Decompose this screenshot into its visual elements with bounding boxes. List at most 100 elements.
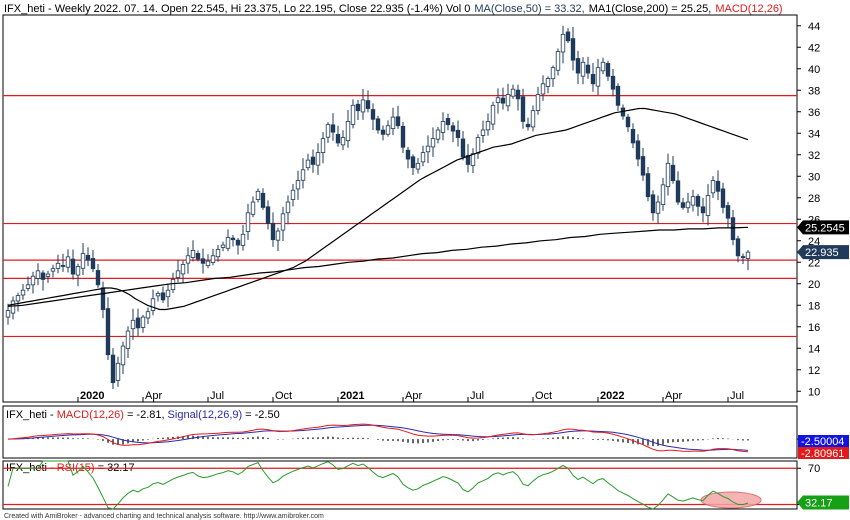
footer-credit: Created with AmiBroker - advanced charti… bbox=[4, 513, 324, 520]
macd-badges: -2.50004-2.80961 bbox=[798, 435, 849, 460]
candle-body bbox=[200, 258, 206, 264]
candle-body bbox=[645, 173, 651, 198]
candle-body bbox=[55, 262, 61, 269]
candle-body bbox=[340, 137, 346, 146]
candle-body bbox=[375, 118, 381, 131]
candle-body bbox=[185, 255, 191, 264]
candle-body bbox=[285, 201, 291, 214]
signal-badge bbox=[798, 435, 849, 447]
candle-body bbox=[535, 94, 541, 111]
candle-body bbox=[400, 125, 406, 148]
candle-body bbox=[425, 145, 431, 153]
candle-body bbox=[345, 121, 351, 142]
candle-body bbox=[435, 129, 441, 140]
macd-header-signal-value: = -2.50 bbox=[245, 409, 280, 421]
candle-body bbox=[695, 195, 701, 207]
macd-histogram bbox=[12, 435, 749, 447]
x-tick-label: Jul bbox=[470, 390, 484, 402]
x-axis: 2020 Apr Jul Oct 2021 Apr Jul Oct 2022 Apr Jul bbox=[77, 390, 744, 402]
candle-body bbox=[670, 164, 676, 181]
candle-body bbox=[740, 256, 746, 258]
candle-body bbox=[360, 99, 366, 113]
candle-body bbox=[460, 138, 466, 158]
candle-body bbox=[305, 159, 311, 169]
macd-header-macd: MACD(12,26) bbox=[57, 409, 124, 421]
candle-body bbox=[240, 233, 246, 246]
candle-body bbox=[385, 125, 391, 135]
price-y-tick-label: 12 bbox=[808, 365, 820, 377]
candle-body bbox=[560, 33, 566, 53]
candle-body bbox=[155, 293, 161, 297]
candle-body bbox=[590, 73, 596, 85]
candle-body bbox=[510, 88, 516, 97]
price-y-tick-label: 22 bbox=[808, 257, 820, 269]
candle-body bbox=[115, 362, 121, 381]
candle-body bbox=[205, 260, 211, 267]
candle-body bbox=[705, 195, 711, 216]
ma200-line bbox=[7, 226, 749, 307]
candle-body bbox=[95, 270, 101, 286]
candle-body bbox=[405, 149, 411, 160]
candle-body bbox=[715, 180, 721, 192]
x-tick-label: Jul bbox=[210, 390, 224, 402]
candle-body bbox=[655, 201, 661, 214]
price-y-tick-label: 30 bbox=[808, 171, 820, 183]
candle-body bbox=[585, 64, 591, 74]
candle-body bbox=[35, 270, 41, 279]
x-tick-label: Apr bbox=[665, 390, 682, 402]
candle-body bbox=[660, 184, 666, 205]
candle-body bbox=[255, 190, 261, 200]
price-y-tick-label: 32 bbox=[808, 150, 820, 162]
candle-body bbox=[65, 256, 71, 268]
candle-body bbox=[50, 268, 56, 272]
x-tick-label: 2021 bbox=[340, 390, 364, 402]
candle-body bbox=[570, 38, 576, 61]
candle-body bbox=[25, 284, 31, 289]
candle-body bbox=[180, 263, 186, 275]
ma200-badge bbox=[797, 220, 849, 235]
candle-body bbox=[615, 85, 621, 106]
candle-body bbox=[335, 134, 341, 144]
candle-body bbox=[220, 244, 226, 248]
candle-body bbox=[430, 138, 436, 148]
candle-body bbox=[635, 140, 641, 160]
candle-body bbox=[580, 61, 586, 77]
rsi-badge bbox=[797, 495, 849, 510]
candle-body bbox=[170, 279, 176, 291]
candle-body bbox=[235, 239, 241, 246]
candle-body bbox=[720, 188, 726, 208]
candle-body bbox=[420, 152, 426, 163]
candle-body bbox=[275, 230, 281, 241]
candle-body bbox=[565, 31, 571, 42]
candle-body bbox=[325, 124, 331, 138]
macd-header-prefix: IFX_heti - bbox=[6, 409, 54, 421]
candle-body bbox=[725, 205, 731, 219]
candle-body bbox=[530, 110, 536, 128]
rsi-pane: IFX_heti -RSI(15)= 32.17 7030 32.17 bbox=[2, 460, 849, 511]
close-badge-label: 22.935 bbox=[805, 247, 839, 259]
macd-badge-label: -2.80961 bbox=[801, 448, 844, 460]
candle-body bbox=[480, 129, 486, 136]
price-y-tick-label: 16 bbox=[808, 322, 820, 334]
candle-body bbox=[600, 61, 606, 72]
candle-body bbox=[700, 206, 706, 214]
candle-body bbox=[250, 201, 256, 215]
candle-body bbox=[30, 275, 36, 286]
candle-body bbox=[100, 287, 106, 310]
candle-body bbox=[90, 258, 96, 270]
candle-body bbox=[745, 251, 751, 259]
macd-header-macd-value: = -2.81, bbox=[127, 409, 165, 421]
rsi-highlight-ellipse bbox=[700, 491, 762, 509]
candle-body bbox=[525, 123, 531, 128]
candle-body bbox=[310, 156, 316, 165]
title-ma50: MA(Close,50) = 33.32, bbox=[474, 3, 584, 15]
price-y-tick-label: 40 bbox=[808, 64, 820, 76]
x-tick-label: Apr bbox=[145, 390, 162, 402]
candle-body bbox=[665, 162, 671, 188]
candle-body bbox=[295, 180, 301, 190]
signal-badge-label: -2.50004 bbox=[801, 436, 844, 448]
candle-body bbox=[625, 116, 631, 128]
candle-body bbox=[135, 317, 141, 329]
